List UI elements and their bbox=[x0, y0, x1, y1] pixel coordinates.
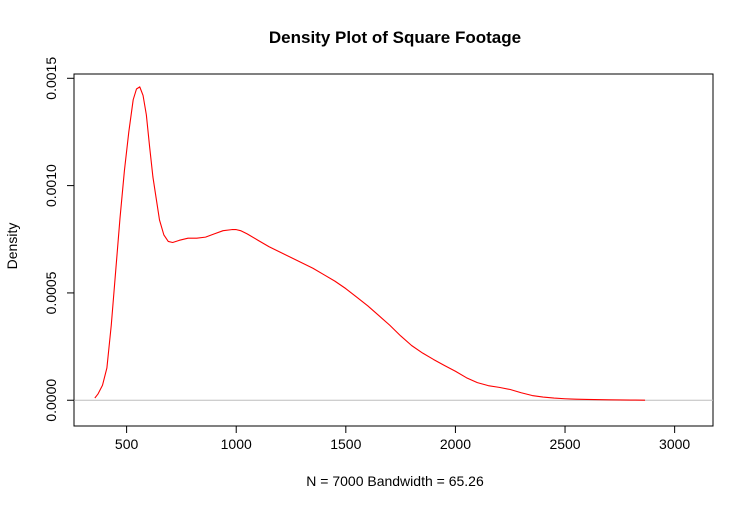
y-tick-label: 0.0010 bbox=[43, 164, 59, 207]
y-tick-label: 0.0000 bbox=[43, 379, 59, 422]
x-tick-label: 1500 bbox=[330, 436, 361, 452]
x-axis-label: N = 7000 Bandwidth = 65.26 bbox=[306, 473, 484, 489]
x-axis: 500 1000 1500 2000 2500 3000 bbox=[115, 425, 690, 452]
x-tick-label: 1000 bbox=[221, 436, 252, 452]
y-axis-label: Density bbox=[4, 223, 20, 270]
x-tick-label: 500 bbox=[115, 436, 139, 452]
y-axis: 0.0000 0.0005 0.0010 0.0015 bbox=[43, 57, 75, 422]
x-tick-label: 2500 bbox=[549, 436, 580, 452]
y-tick-label: 0.0015 bbox=[43, 57, 59, 100]
chart-title: Density Plot of Square Footage bbox=[269, 28, 521, 47]
y-tick-label: 0.0005 bbox=[43, 271, 59, 314]
x-tick-label: 3000 bbox=[659, 436, 690, 452]
density-line bbox=[94, 86, 646, 401]
x-tick-label: 2000 bbox=[440, 436, 471, 452]
plot-frame bbox=[73, 73, 714, 427]
